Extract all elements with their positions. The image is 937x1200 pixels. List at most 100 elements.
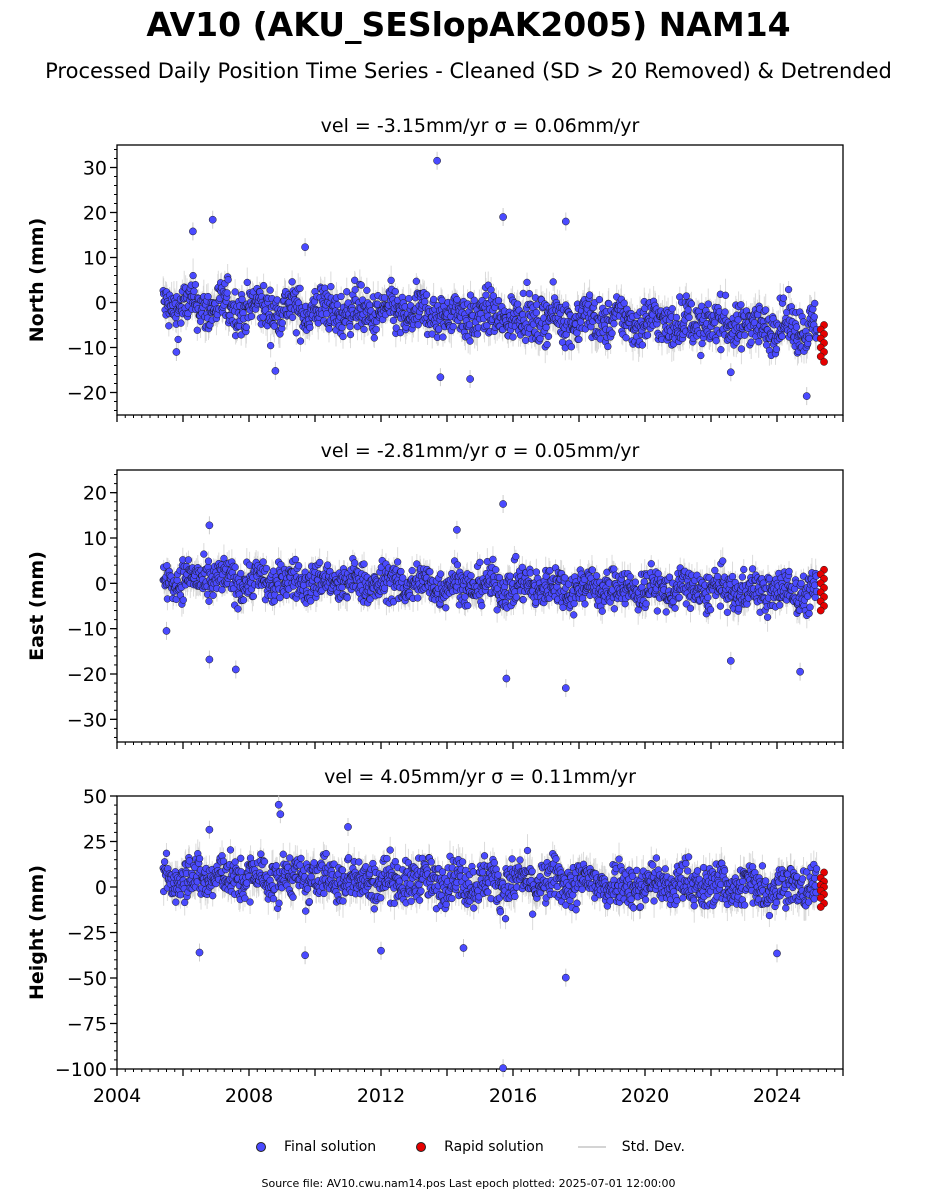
- final-point: [301, 243, 309, 251]
- final-point: [204, 292, 212, 301]
- final-point: [433, 156, 441, 165]
- final-point: [643, 331, 652, 339]
- final-point: [489, 292, 498, 300]
- final-point: [523, 278, 531, 287]
- final-point: [172, 348, 181, 356]
- final-point: [223, 289, 231, 297]
- final-point: [327, 283, 335, 291]
- final-point: [189, 227, 197, 236]
- final-point: [242, 323, 250, 331]
- final-point: [231, 288, 239, 296]
- final-point: [721, 308, 729, 316]
- final-point: [697, 351, 705, 360]
- final-point: [243, 278, 251, 287]
- final-point: [514, 300, 522, 308]
- final-point: [360, 560, 368, 568]
- final-point: [779, 294, 788, 302]
- final-point: [561, 217, 570, 226]
- final-point: [698, 339, 706, 348]
- final-point: [610, 320, 618, 328]
- final-point: [429, 295, 438, 304]
- final-point: [585, 291, 594, 299]
- final-point: [177, 319, 185, 327]
- final-point: [685, 313, 693, 321]
- final-point: [672, 313, 681, 322]
- final-point: [196, 317, 205, 326]
- final-point: [638, 341, 647, 349]
- final-point: [292, 329, 300, 337]
- final-point: [351, 286, 359, 294]
- time-series-figure: vel = -3.15mm/yr σ = 0.06mm/yr North (mm)…: [26, 115, 844, 1107]
- final-point: [231, 563, 239, 571]
- final-point: [288, 278, 296, 286]
- final-point: [682, 292, 690, 300]
- final-point: [737, 345, 746, 353]
- final-point: [380, 294, 389, 302]
- final-point: [620, 299, 628, 307]
- final-point: [351, 276, 359, 284]
- final-point: [291, 555, 300, 564]
- final-point: [622, 334, 630, 342]
- final-point: [346, 323, 354, 331]
- final-point: [810, 313, 818, 321]
- final-point: [717, 346, 725, 354]
- y-tick-label: −20: [67, 664, 107, 686]
- final-point: [499, 213, 507, 221]
- final-point: [802, 392, 811, 400]
- y-tick-label: 10: [83, 528, 107, 550]
- final-point: [519, 289, 527, 298]
- final-point: [608, 329, 616, 337]
- final-point: [392, 324, 400, 332]
- y-axis-label: East (mm): [26, 551, 48, 661]
- final-point: [184, 556, 193, 564]
- final-point: [509, 333, 517, 341]
- panel-title: vel = -3.15mm/yr σ = 0.06mm/yr: [321, 115, 640, 137]
- final-point: [179, 596, 187, 604]
- final-point: [189, 271, 197, 280]
- final-point: [224, 276, 232, 284]
- final-point: [762, 306, 770, 314]
- y-tick-label: −10: [67, 338, 107, 360]
- final-point: [755, 338, 763, 346]
- final-point: [387, 276, 395, 285]
- final-point: [778, 332, 786, 340]
- final-point: [544, 332, 553, 341]
- final-point: [271, 367, 280, 375]
- final-point: [704, 300, 712, 308]
- final-point: [262, 564, 271, 573]
- final-point: [575, 335, 583, 343]
- final-point: [218, 586, 226, 594]
- final-point: [337, 292, 345, 301]
- final-point: [772, 345, 781, 353]
- final-point: [333, 301, 342, 309]
- rapid-point: [820, 358, 828, 366]
- y-tick-label: 0: [95, 293, 107, 315]
- final-point: [466, 375, 474, 383]
- final-point: [372, 325, 380, 333]
- final-point: [204, 557, 213, 565]
- final-point: [259, 558, 267, 566]
- panel-1: vel = -3.15mm/yr σ = 0.06mm/yr North (mm)…: [26, 115, 844, 422]
- final-point: [792, 323, 801, 331]
- final-point: [422, 291, 431, 299]
- final-point: [453, 295, 461, 304]
- final-point: [536, 334, 544, 343]
- final-point: [741, 331, 749, 339]
- final-point: [247, 312, 256, 321]
- final-point: [687, 300, 696, 308]
- final-solution-points: [159, 500, 821, 692]
- final-point: [525, 290, 534, 298]
- final-point: [684, 306, 692, 314]
- final-point: [234, 605, 242, 613]
- final-point: [282, 591, 291, 600]
- final-point: [577, 318, 585, 326]
- final-point: [543, 340, 551, 349]
- final-point: [391, 287, 399, 296]
- final-point: [296, 337, 305, 345]
- final-point: [487, 286, 495, 294]
- final-point: [200, 550, 208, 558]
- final-point: [343, 288, 351, 296]
- final-point: [190, 287, 198, 295]
- final-point: [273, 296, 281, 304]
- final-point: [165, 322, 173, 330]
